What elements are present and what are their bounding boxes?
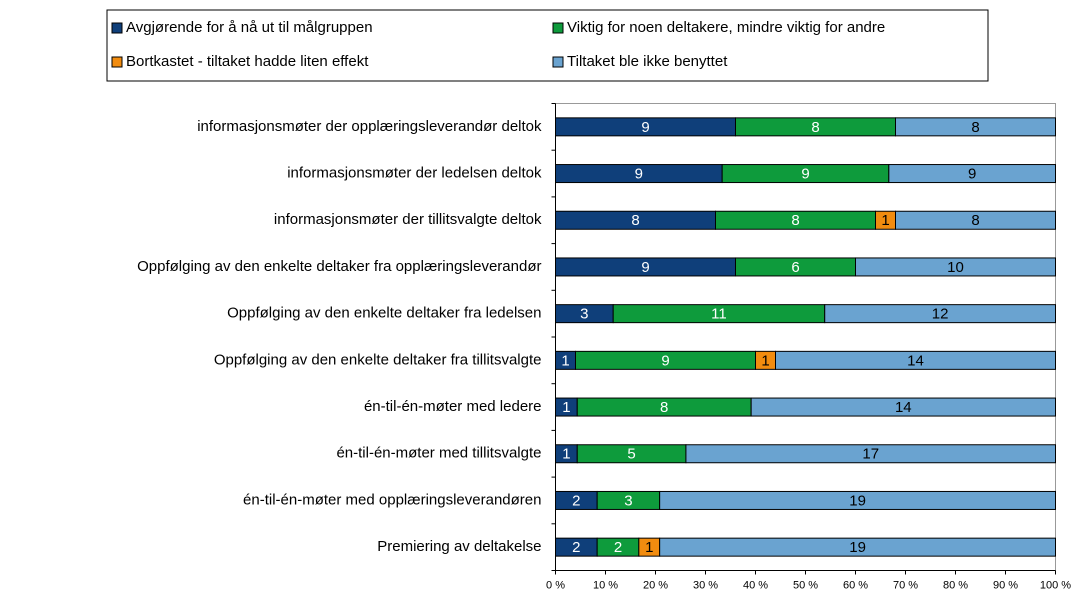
value-label: 1 — [562, 399, 570, 416]
legend-box — [106, 9, 989, 82]
x-tick-label: 30 % — [693, 579, 718, 591]
x-tick-label: 20 % — [643, 579, 668, 591]
value-label: 2 — [572, 539, 580, 556]
x-tick-label: 80 % — [943, 579, 968, 591]
value-label: 5 — [627, 446, 635, 463]
y-tick-label: én-til-én-møter med opplæringsleverandør… — [243, 491, 541, 508]
value-label: 9 — [968, 166, 976, 183]
bar-segment — [685, 444, 1056, 464]
legend-swatch — [552, 56, 564, 68]
x-tick-label: 40 % — [743, 579, 768, 591]
value-label: 1 — [645, 539, 653, 556]
y-tick-label: informasjonsmøter der ledelsen deltok — [287, 165, 542, 182]
bar-segment — [775, 350, 1056, 370]
value-label: 2 — [614, 539, 622, 556]
value-label: 1 — [881, 212, 889, 229]
value-label: 6 — [791, 259, 799, 276]
bar-segment — [855, 257, 1056, 277]
x-tick-label: 0 % — [546, 579, 565, 591]
x-tick-label: 10 % — [593, 579, 618, 591]
value-label: 12 — [932, 306, 949, 323]
value-label: 14 — [907, 352, 924, 369]
y-tick-label: informasjonsmøter der tillitsvalgte delt… — [274, 211, 542, 228]
legend-swatch — [111, 22, 123, 34]
y-tick-label: Premiering av deltakelse — [377, 538, 541, 555]
y-tick-label: informasjonsmøter der opplæringsleverand… — [197, 118, 542, 135]
x-tick-label: 70 % — [893, 579, 918, 591]
value-label: 1 — [562, 446, 570, 463]
value-label: 1 — [561, 352, 569, 369]
value-label: 8 — [811, 119, 819, 136]
x-tick-label: 90 % — [993, 579, 1018, 591]
value-label: 10 — [947, 259, 964, 276]
value-label: 3 — [580, 306, 588, 323]
bar-segment — [750, 397, 1056, 417]
value-label: 9 — [641, 119, 649, 136]
bar-segment — [895, 210, 1056, 230]
bar-segment — [824, 304, 1056, 324]
y-tick-label: Oppfølging av den enkelte deltaker fra o… — [137, 258, 541, 275]
bar-segment — [888, 164, 1056, 184]
bar-segment — [659, 490, 1057, 510]
value-label: 17 — [862, 446, 879, 463]
bar-segment — [659, 537, 1057, 557]
legend-label: Viktig for noen deltakere, mindre viktig… — [567, 19, 885, 36]
legend-swatch — [111, 56, 123, 68]
y-tick-label: Oppfølging av den enkelte deltaker fra t… — [214, 351, 542, 368]
y-tick-label: Oppfølging av den enkelte deltaker fra l… — [227, 305, 541, 322]
value-label: 8 — [971, 119, 979, 136]
x-tick-label: 50 % — [793, 579, 818, 591]
legend-label: Bortkastet - tiltaket hadde liten effekt — [126, 53, 369, 70]
legend-label: Avgjørende for å nå ut til målgruppen — [126, 19, 373, 36]
value-label: 8 — [791, 212, 799, 229]
value-label: 1 — [761, 352, 769, 369]
value-label: 14 — [895, 399, 912, 416]
value-label: 9 — [635, 166, 643, 183]
value-label: 9 — [801, 166, 809, 183]
value-label: 11 — [711, 306, 727, 323]
y-tick-label: én-til-én-møter med tillitsvalgte — [336, 445, 541, 462]
y-tick-label: én-til-én-møter med ledere — [364, 398, 542, 415]
legend-swatch — [552, 22, 564, 34]
value-label: 9 — [641, 259, 649, 276]
value-label: 19 — [849, 492, 866, 509]
value-label: 8 — [971, 212, 979, 229]
value-label: 9 — [661, 352, 669, 369]
value-label: 19 — [849, 539, 866, 556]
bar-segment — [895, 117, 1056, 137]
x-tick-label: 60 % — [843, 579, 868, 591]
x-tick-label: 100 % — [1040, 579, 1071, 591]
value-label: 8 — [660, 399, 668, 416]
legend-label: Tiltaket ble ikke benyttet — [567, 53, 728, 70]
value-label: 2 — [572, 492, 580, 509]
value-label: 3 — [624, 492, 632, 509]
value-label: 8 — [631, 212, 639, 229]
